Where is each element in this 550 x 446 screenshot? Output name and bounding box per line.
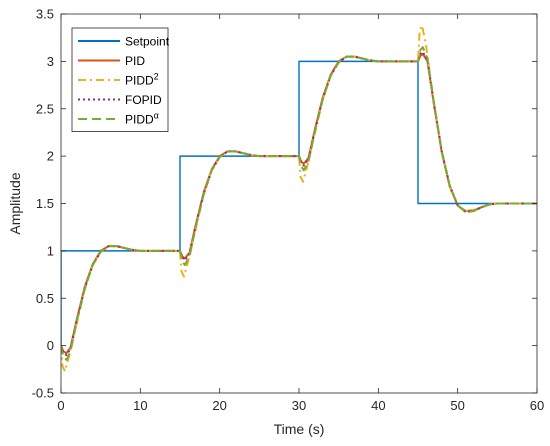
x-tick-label: 40: [371, 398, 385, 413]
x-tick-label: 30: [292, 398, 306, 413]
y-tick-label: 0.5: [36, 291, 54, 306]
y-tick-label: 2.5: [36, 101, 54, 116]
x-tick-label: 20: [212, 398, 226, 413]
x-axis-label: Time (s): [274, 421, 325, 437]
y-tick-label: 2: [47, 149, 54, 164]
legend-entry-label: FOPID: [125, 93, 162, 107]
y-tick-label: 1: [47, 243, 54, 258]
y-axis-label: Amplitude: [7, 172, 23, 234]
legend-entry-label: PIDDα: [125, 111, 159, 127]
x-tick-label: 50: [450, 398, 464, 413]
y-tick-label: 3.5: [36, 7, 54, 22]
plot-area: [61, 24, 537, 373]
legend-entry-label: Setpoint: [125, 35, 170, 49]
axes: 0 10 20 30 40 50 60-0.500.511.522.533.5: [32, 7, 545, 414]
x-tick-label: 0: [57, 398, 64, 413]
x-tick-label: 10: [133, 398, 147, 413]
legend-entry-label: PID: [125, 54, 145, 68]
x-tick-label: 60: [530, 398, 544, 413]
y-tick-label: 0: [47, 338, 54, 353]
y-tick-label: -0.5: [32, 386, 54, 401]
series-line-5: [61, 46, 537, 361]
y-tick-label: 1.5: [36, 196, 54, 211]
y-tick-label: 3: [47, 54, 54, 69]
legend-entry-label: PIDD2: [125, 72, 159, 88]
legend: Setpoint PID PIDD2 FOPID PIDDα: [71, 27, 170, 132]
